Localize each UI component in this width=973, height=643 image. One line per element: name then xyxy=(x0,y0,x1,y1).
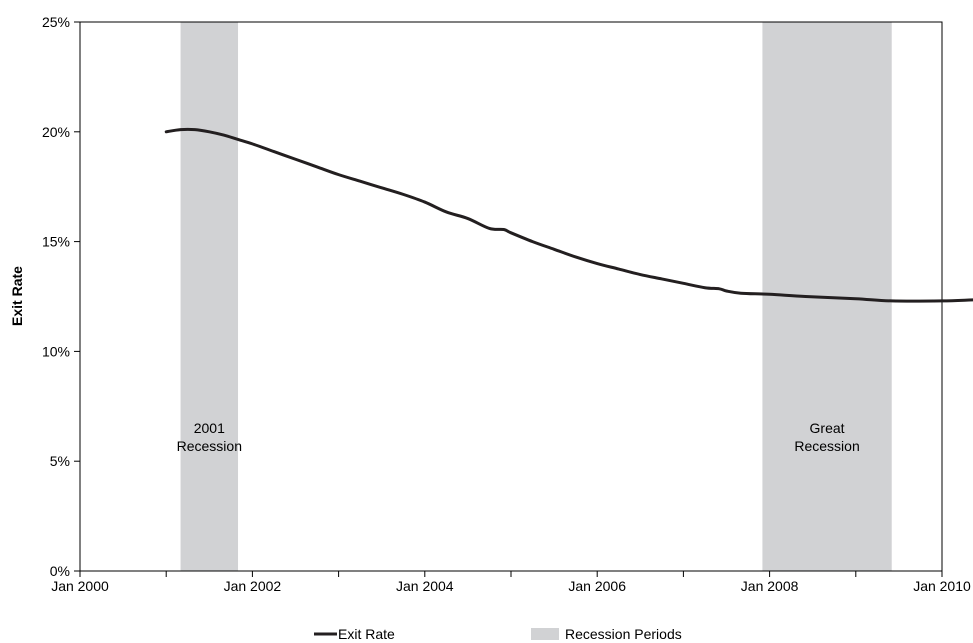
y-tick-label: 25% xyxy=(42,14,70,30)
recession-label-0: 2001 Recession xyxy=(177,420,242,454)
y-tick-label: 15% xyxy=(42,234,70,250)
x-tick-label: Jan 2010 xyxy=(913,578,971,594)
x-tick-label: Jan 2008 xyxy=(741,578,799,594)
legend-label-exit-rate: Exit Rate xyxy=(338,626,395,642)
x-axis-ticks: Jan 2000 Jan 2002 Jan 2004 Jan 2006 Jan 2008… xyxy=(51,571,971,594)
y-tick-label: 10% xyxy=(42,343,70,359)
recession-band-0 xyxy=(180,22,239,571)
y-axis-ticks: 0% 5% 10% 15% 20% 25% xyxy=(42,14,80,579)
legend-label-recession: Recession Periods xyxy=(565,626,682,642)
x-tick-label: Jan 2006 xyxy=(568,578,626,594)
recession-label-1: Great Recession xyxy=(794,420,859,454)
legend-swatch-recession xyxy=(531,628,559,640)
legend: Exit Rate Recession Periods xyxy=(314,626,682,642)
exit-rate-line xyxy=(164,127,973,303)
y-tick-label: 5% xyxy=(50,453,70,469)
recession-labels: 2001 Recession Great Recession xyxy=(177,420,860,454)
x-tick-label: Jan 2002 xyxy=(224,578,282,594)
recession-label-line: Great xyxy=(810,420,845,436)
y-tick-label: 0% xyxy=(50,563,70,579)
y-tick-label: 20% xyxy=(42,124,70,140)
recession-label-line: 2001 xyxy=(194,420,225,436)
recession-label-line: Recession xyxy=(794,438,859,454)
y-axis-label: Exit Rate xyxy=(9,266,25,326)
x-tick-label: Jan 2004 xyxy=(396,578,454,594)
recession-label-line: Recession xyxy=(177,438,242,454)
x-tick-label: Jan 2000 xyxy=(51,578,109,594)
